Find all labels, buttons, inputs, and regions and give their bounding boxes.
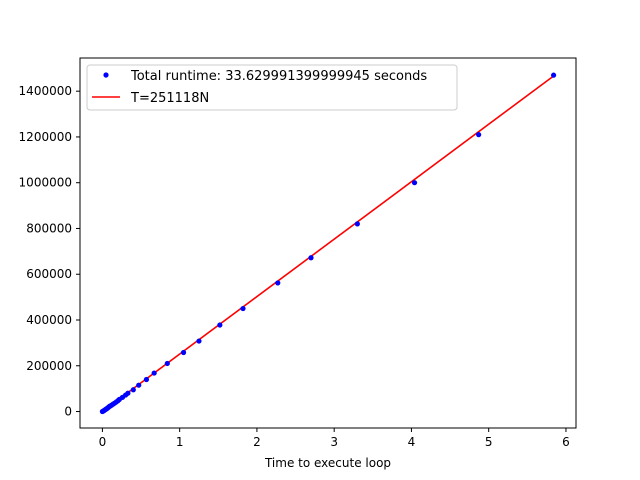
data-point xyxy=(196,338,202,344)
y-tick-label: 200000 xyxy=(26,359,72,373)
legend-entry-label: T=251118N xyxy=(130,91,209,106)
fit-line xyxy=(101,75,555,413)
x-tick-label: 3 xyxy=(330,435,338,449)
x-tick-label: 5 xyxy=(485,435,493,449)
data-point xyxy=(217,322,223,328)
legend: Total runtime: 33.629991399999945 second… xyxy=(86,64,458,111)
legend-marker xyxy=(103,72,109,78)
plot-area xyxy=(99,72,557,415)
x-axis-label: Time to execute loop xyxy=(264,456,391,470)
y-tick-label: 400000 xyxy=(26,313,72,327)
legend-entry-label: Total runtime: 33.629991399999945 second… xyxy=(130,69,427,84)
y-axis: 0 200000 400000 600000 800000 1000000 1200000 1… xyxy=(19,84,80,419)
data-point xyxy=(354,221,360,227)
x-axis: 0 1 2 3 4 5 6 xyxy=(99,428,570,449)
data-point xyxy=(136,382,142,388)
axes-frame xyxy=(79,57,577,429)
x-tick-label: 1 xyxy=(176,435,184,449)
x-tick-label: 6 xyxy=(562,435,570,449)
legend-box xyxy=(86,64,458,111)
data-point xyxy=(476,132,482,138)
data-point xyxy=(308,255,314,261)
x-tick-label: 0 xyxy=(99,435,107,449)
y-tick-label: 1000000 xyxy=(19,176,72,190)
data-point xyxy=(125,390,131,396)
data-point xyxy=(164,360,170,367)
y-tick-label: 800000 xyxy=(26,221,72,235)
data-point xyxy=(240,305,246,312)
data-point xyxy=(130,387,136,393)
y-tick-label: 1200000 xyxy=(19,130,72,144)
x-tick-label: 4 xyxy=(408,435,416,449)
data-point xyxy=(180,349,187,356)
data-point xyxy=(143,376,150,383)
y-tick-label: 600000 xyxy=(26,267,72,281)
data-point xyxy=(275,280,281,286)
y-tick-label: 1400000 xyxy=(19,84,72,98)
data-point xyxy=(550,72,557,78)
data-point xyxy=(151,370,157,376)
y-tick-label: 0 xyxy=(64,405,72,419)
x-tick-label: 2 xyxy=(253,435,261,449)
data-point xyxy=(411,180,418,186)
